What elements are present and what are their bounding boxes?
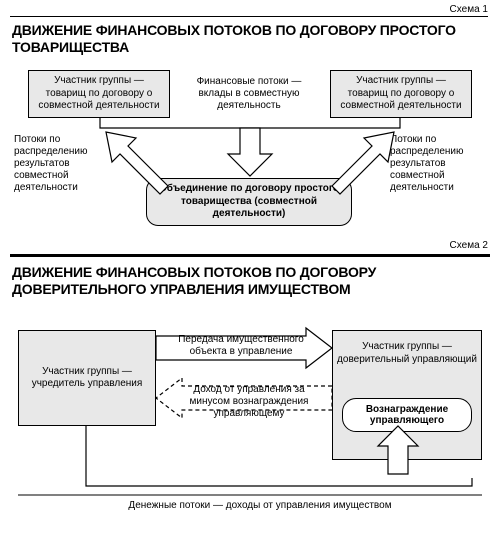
scheme1-center-label: Финансовые потоки — вклады в совместную …: [180, 76, 318, 112]
scheme2-left-box: Участник группы — учредитель управления: [18, 330, 156, 426]
scheme1-title: ДВИЖЕНИЕ ФИНАНСОВЫХ ПОТОКОВ ПО ДОГОВОРУ …: [12, 22, 482, 56]
scheme2-right-box-text: Участник группы — доверительный управляю…: [337, 341, 477, 366]
scheme1-right-box: Участник группы — товарищ по договору о …: [330, 70, 472, 118]
scheme2-arrow-transfer-label: Передача имущественного объекта в управл…: [162, 334, 320, 358]
scheme2-label: Схема 2: [10, 240, 488, 252]
scheme1-arrow-upright: [310, 118, 400, 198]
scheme2-title: ДВИЖЕНИЕ ФИНАНСОВЫХ ПОТОКОВ ПО ДОГОВОРУ …: [12, 264, 482, 298]
scheme1-left-box: Участник группы — товарищ по договору о …: [28, 70, 170, 118]
scheme2-bottom-label: Денежные потоки — доходы от управления и…: [120, 500, 400, 512]
scheme2-arrow-income-label: Доход от управления за минусом вознаграж…: [172, 384, 326, 420]
scheme2-bottom-baseline: [18, 494, 482, 496]
scheme2-bottom-bracket: [18, 426, 482, 486]
scheme1-label: Схема 1: [10, 4, 488, 17]
divider: [10, 254, 490, 257]
scheme1-arrow-upleft: [100, 118, 190, 198]
